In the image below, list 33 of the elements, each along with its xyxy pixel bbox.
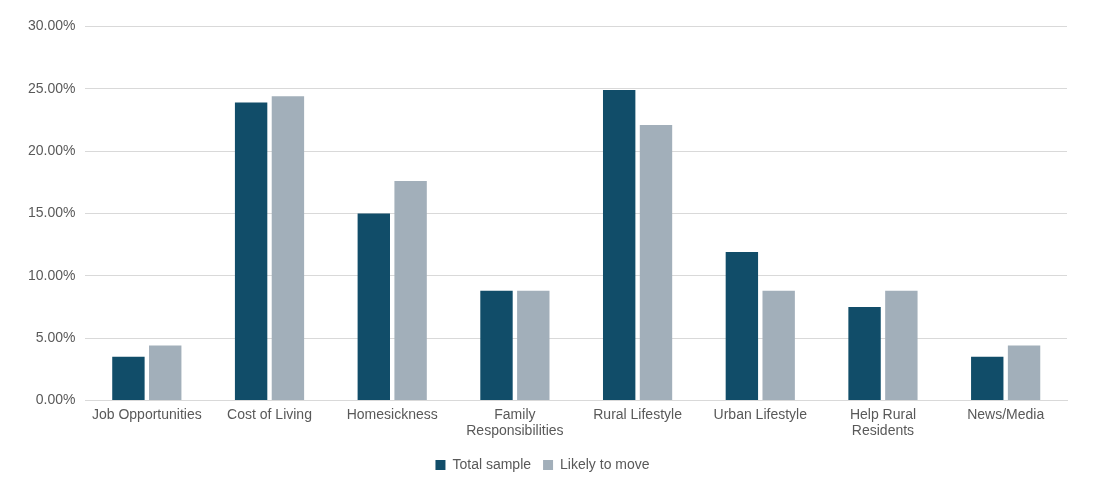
y-tick-label: 15.00%	[28, 204, 76, 221]
bar	[848, 306, 881, 400]
y-tick-label: 20.00%	[28, 141, 76, 158]
bar	[602, 89, 636, 400]
x-tick-label: Help Rural Residents	[849, 405, 917, 439]
bar	[725, 252, 759, 400]
y-tick-label: 30.00%	[28, 17, 76, 34]
bar	[971, 356, 1004, 400]
bar	[517, 290, 550, 400]
bar	[394, 180, 427, 400]
legend-label: Likely to move	[560, 455, 650, 472]
y-tick-label: 0.00%	[35, 391, 76, 408]
x-tick-label: Job Opportunities	[91, 405, 202, 422]
y-tick-label: 10.00%	[28, 266, 76, 283]
bar	[1007, 345, 1041, 400]
bar	[639, 124, 673, 400]
x-tick-label: News/Media	[967, 405, 1045, 422]
bar	[357, 213, 390, 400]
x-tick-label: Urban Lifestyle	[713, 405, 808, 422]
bar	[234, 102, 268, 400]
x-tick-label: Rural Lifestyle	[593, 405, 683, 422]
y-tick-label: 5.00%	[35, 328, 76, 345]
y-tick-label: 25.00%	[28, 79, 76, 96]
bar	[271, 96, 305, 400]
bar	[112, 356, 145, 400]
bar	[480, 290, 513, 400]
bar	[149, 345, 182, 400]
x-tick-label: Homesickness	[346, 405, 438, 422]
bar	[762, 290, 795, 400]
x-tick-label: Family Responsibilities	[466, 405, 564, 439]
x-tick-label: Cost of Living	[227, 405, 312, 422]
legend-label: Total sample	[452, 455, 532, 472]
bar	[885, 290, 918, 400]
